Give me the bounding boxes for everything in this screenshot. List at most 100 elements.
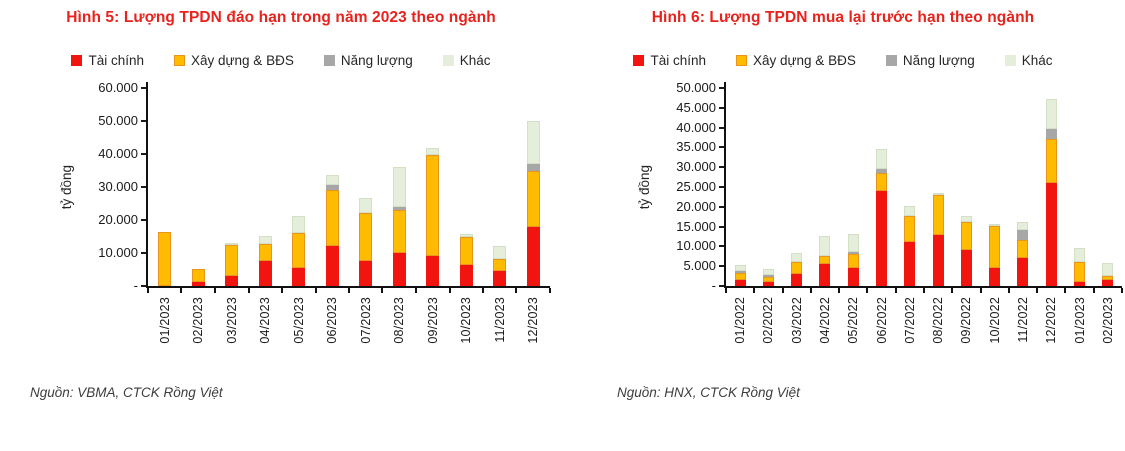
x-axis-label: 12/2023: [526, 297, 541, 344]
x-label-cell: 10/2022: [981, 293, 1009, 371]
x-label-cell: 09/2023: [416, 293, 450, 371]
y-tick-mark: [141, 186, 146, 188]
x-label-cell: 04/2023: [249, 293, 283, 371]
x-tick-mark: [1064, 288, 1067, 293]
y-tick-label: 15.000: [676, 218, 716, 234]
y-tick-mark: [719, 285, 724, 287]
bar-02/2022: [754, 88, 782, 286]
x-tick-mark: [280, 288, 283, 293]
bar-segment-Khác: [904, 206, 916, 216]
bar-07/2023: [349, 88, 383, 286]
plot-column: 01/2023 02/2023 03/2023 04/2023 05/2023 06/20…: [146, 82, 551, 371]
y-tick-mark: [719, 126, 724, 129]
bar-07/2022: [896, 88, 924, 286]
y-tick-label: 60.000: [98, 80, 138, 95]
bar-segment-Tài chính: [762, 282, 774, 286]
bar-segment-Năng lượng: [876, 169, 888, 173]
y-tick-label: -: [133, 278, 138, 293]
figure-6-panel: Hình 6: Lượng TPDN mua lại trước hạn the…: [562, 0, 1124, 400]
bar-segment-Năng lượng: [734, 271, 746, 273]
y-tick-label: 50.000: [98, 113, 138, 128]
y-tick-mark: [719, 166, 724, 169]
x-axis-label: 05/2023: [291, 297, 306, 344]
bar-segment-Xây dựng & BĐS: [191, 269, 205, 282]
legend-label: Năng lượng: [340, 53, 413, 68]
figure-5-chart: tỷ đồng 60.000 50.000 40.000 30.000 20.000 10…: [56, 80, 562, 371]
legend-swatch: [442, 55, 454, 66]
y-tick-mark: [141, 153, 146, 155]
x-label-cell: 02/2022: [754, 293, 782, 371]
stacked-bar: [191, 269, 205, 286]
x-axis-label: 01/2023: [157, 297, 172, 344]
stacked-bar: [493, 246, 507, 286]
x-axis-label: 04/2022: [817, 297, 832, 344]
bar-segment-Xây dựng & BĐS: [526, 171, 540, 227]
y-tick-label: 40.000: [676, 119, 716, 135]
x-axis-label: 08/2023: [392, 297, 407, 344]
bar-segment-Xây dựng & BĐS: [960, 222, 972, 250]
bar-segment-Xây dựng & BĐS: [426, 155, 440, 256]
x-tick-mark: [414, 288, 417, 293]
y-tick-label: 30.000: [676, 159, 716, 175]
bar-segment-Khác: [292, 216, 306, 233]
stacked-bar: [819, 236, 831, 286]
x-tick-mark: [979, 288, 982, 293]
stacked-bar: [459, 234, 473, 286]
bar-segment-Tài chính: [426, 256, 440, 286]
y-tick: 20.000: [654, 199, 724, 215]
bar-segment-Khác: [459, 234, 473, 237]
bar-segment-Xây dựng & BĐS: [292, 233, 306, 268]
y-tick-label: 10.000: [98, 245, 138, 260]
y-tick: 60.000: [76, 80, 146, 96]
bar-segment-Tài chính: [734, 280, 746, 286]
y-tick: 5.000: [654, 258, 724, 274]
x-axis-label: 10/2022: [987, 297, 1002, 344]
bar-01/2023: [148, 88, 182, 286]
x-tick-mark: [348, 288, 350, 293]
x-tick-mark: [381, 288, 384, 293]
y-tick-mark: [141, 252, 146, 254]
y-tick: 40.000: [654, 120, 724, 136]
x-axis-label: 09/2022: [959, 297, 974, 344]
bar-segment-Tài chính: [325, 246, 339, 286]
bar-segment-Khác: [426, 148, 440, 155]
stacked-bar: [225, 243, 239, 286]
legend-swatch: [71, 55, 83, 66]
x-axis-label: 11/2023: [492, 297, 507, 343]
x-axis-label: 12/2022: [1044, 297, 1059, 344]
y-tick: 50.000: [76, 113, 146, 129]
bar-segment-Tài chính: [932, 235, 944, 286]
x-label-cell: 07/2023: [349, 293, 383, 371]
bar-segment-Xây dựng & BĐS: [1045, 139, 1057, 183]
y-tick-label: 35.000: [676, 139, 716, 155]
x-axis-labels: 01/2022 02/2022 03/2022 04/2022 05/2022 06/20…: [726, 293, 1122, 371]
y-tick: 35.000: [654, 139, 724, 155]
legend-label: Năng lượng: [902, 53, 975, 68]
bar-segment-Xây dựng & BĐS: [325, 190, 339, 246]
x-axis-label: 09/2023: [425, 297, 440, 344]
bar-segment-Tài chính: [960, 250, 972, 286]
bar-segment-Khác: [989, 224, 1001, 226]
legend-swatch: [885, 55, 897, 66]
bar-segment-Khác: [359, 198, 373, 213]
y-tick-label: 20.000: [98, 212, 138, 227]
x-tick-mark: [549, 288, 551, 293]
bar-segment-Xây dựng & BĐS: [989, 226, 1001, 268]
x-tick-mark: [482, 288, 484, 293]
y-tick: 20.000: [76, 212, 146, 228]
figure-5-panel: Hình 5: Lượng TPDN đáo hạn trong năm 202…: [0, 0, 562, 400]
bar-segment-Khác: [1102, 263, 1114, 276]
bar-segment-Tài chính: [191, 282, 205, 286]
x-axis-label: 06/2022: [874, 297, 889, 344]
stacked-bar: [762, 269, 774, 286]
bar-09/2023: [416, 88, 450, 286]
x-tick-mark: [147, 288, 149, 293]
x-axis-ticks: [147, 288, 551, 293]
bar-segment-Tài chính: [225, 276, 239, 286]
y-tick: 15.000: [654, 219, 724, 235]
x-label-cell: 01/2023: [148, 293, 182, 371]
bar-11/2023: [483, 88, 517, 286]
x-label-cell: 06/2022: [867, 293, 895, 371]
bar-segment-Tài chính: [876, 191, 888, 286]
x-label-cell: 04/2022: [811, 293, 839, 371]
